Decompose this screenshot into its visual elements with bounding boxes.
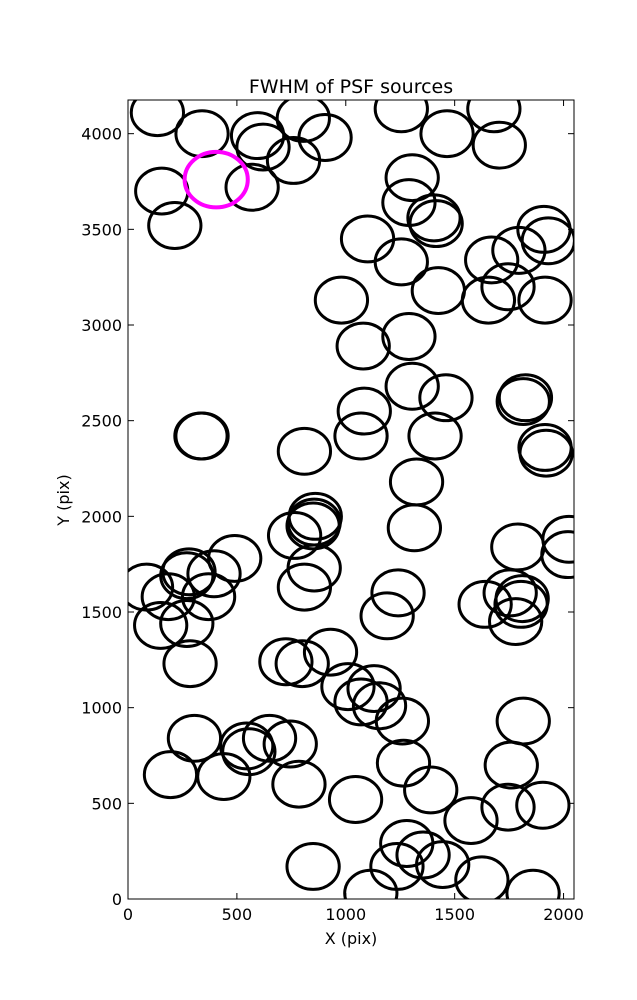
plot-frame bbox=[127, 99, 575, 900]
psf-source-marker bbox=[180, 572, 237, 622]
psf-source-marker bbox=[159, 551, 215, 601]
psf-source-marker bbox=[333, 411, 389, 461]
psf-source-marker bbox=[343, 868, 399, 899]
psf-source-marker bbox=[313, 275, 370, 325]
psf-source-marker bbox=[266, 511, 323, 560]
psf-source-marker bbox=[464, 235, 520, 285]
tick-layer: 0 500 1000 1500 2000 0 500 1000 1500 2000 2500 3000… bbox=[81, 100, 584, 924]
x-axis-label: X (pix) bbox=[325, 929, 378, 948]
psf-source-marker bbox=[460, 275, 517, 325]
chart-title: FWHM of PSF sources bbox=[249, 76, 453, 98]
psf-source-marker bbox=[520, 216, 574, 266]
psf-source-marker bbox=[480, 782, 536, 832]
psf-source-marker bbox=[515, 780, 571, 830]
psf-source-marker bbox=[276, 562, 333, 612]
psf-source-marker bbox=[274, 639, 330, 689]
psf-source-marker bbox=[454, 855, 510, 899]
psf-source-marker bbox=[491, 225, 547, 275]
psf-source-marker bbox=[381, 312, 437, 361]
y-tick-label: 1000 bbox=[81, 699, 122, 718]
psf-source-marker bbox=[443, 796, 499, 846]
y-axis-label: Y (pix) bbox=[54, 474, 73, 526]
y-tick-label: 3000 bbox=[81, 316, 122, 335]
psf-source-marker bbox=[373, 237, 429, 287]
psf-source-marker bbox=[162, 639, 218, 689]
psf-source-marker bbox=[418, 373, 474, 423]
psf-source-marker bbox=[384, 361, 440, 411]
psf-source-marker bbox=[335, 321, 391, 371]
psf-source-marker bbox=[457, 579, 513, 629]
psf-source-marker bbox=[241, 713, 298, 763]
y-tick-label: 500 bbox=[91, 794, 122, 813]
psf-source-marker bbox=[359, 591, 415, 641]
x-tick-label: 2000 bbox=[543, 905, 584, 924]
psf-source-marker bbox=[285, 842, 341, 891]
psf-source-marker bbox=[407, 411, 463, 461]
x-tick-label: 1500 bbox=[434, 905, 475, 924]
psf-source-marker bbox=[258, 637, 314, 687]
psf-source-marker bbox=[497, 373, 554, 423]
y-tick-label: 4000 bbox=[81, 125, 122, 144]
psf-source-marker bbox=[265, 136, 322, 185]
x-tick-label: 500 bbox=[222, 905, 253, 924]
psf-source-marker bbox=[386, 503, 442, 553]
x-tick-label: 0 bbox=[123, 905, 133, 924]
psf-source-marker bbox=[186, 549, 242, 599]
psf-source-marker bbox=[471, 120, 527, 170]
psf-source-marker bbox=[320, 662, 376, 712]
psf-source-marker bbox=[419, 109, 475, 159]
psf-source-marker bbox=[374, 696, 431, 746]
psf-source-marker bbox=[147, 201, 203, 250]
psf-source-marker bbox=[224, 162, 280, 212]
y-tick-label: 1500 bbox=[81, 603, 122, 622]
psf-source-marker bbox=[466, 100, 522, 134]
y-tick-label: 0 bbox=[112, 890, 122, 909]
psf-source-marker bbox=[275, 100, 331, 143]
psf-source-marker bbox=[159, 599, 215, 648]
psf-source-marker bbox=[351, 681, 408, 731]
psf-source-marker bbox=[517, 275, 573, 325]
psf-source-marker bbox=[336, 386, 392, 436]
psf-source-marker bbox=[518, 428, 574, 478]
psf-source-marker bbox=[495, 377, 551, 427]
psf-source-marker bbox=[262, 719, 318, 769]
psf-source-marker bbox=[488, 597, 544, 647]
psf-source-marker bbox=[346, 664, 402, 713]
psf-source-marker bbox=[174, 411, 230, 461]
psf-source-marker bbox=[276, 426, 333, 476]
psf-source-marker bbox=[370, 568, 426, 618]
psf-source-marker bbox=[415, 840, 471, 890]
marker-layer bbox=[128, 100, 574, 899]
psf-source-marker bbox=[285, 501, 341, 551]
psf-source-marker bbox=[196, 752, 252, 802]
psf-source-marker bbox=[483, 740, 539, 790]
y-tick-label: 3500 bbox=[81, 220, 122, 239]
psf-source-marker bbox=[327, 775, 384, 824]
psf-source-marker bbox=[235, 122, 291, 172]
psf-source-marker bbox=[505, 868, 561, 899]
y-tick-label: 2500 bbox=[81, 412, 122, 431]
x-tick-label: 1000 bbox=[325, 905, 366, 924]
psf-source-marker bbox=[403, 765, 459, 815]
psf-source-marker bbox=[408, 199, 464, 249]
highlighted-source-marker bbox=[182, 149, 250, 210]
psf-source-marker bbox=[271, 759, 327, 809]
psf-source-marker bbox=[302, 627, 359, 677]
y-tick-label: 2000 bbox=[81, 507, 122, 526]
psf-source-marker bbox=[384, 153, 440, 203]
psf-source-marker bbox=[493, 579, 549, 629]
psf-source-marker bbox=[482, 568, 538, 618]
psf-source-marker bbox=[129, 100, 186, 138]
psf-source-marker bbox=[373, 100, 429, 134]
psf-source-marker bbox=[207, 533, 263, 583]
psf-source-marker bbox=[133, 600, 189, 650]
psf-source-marker bbox=[480, 262, 536, 312]
